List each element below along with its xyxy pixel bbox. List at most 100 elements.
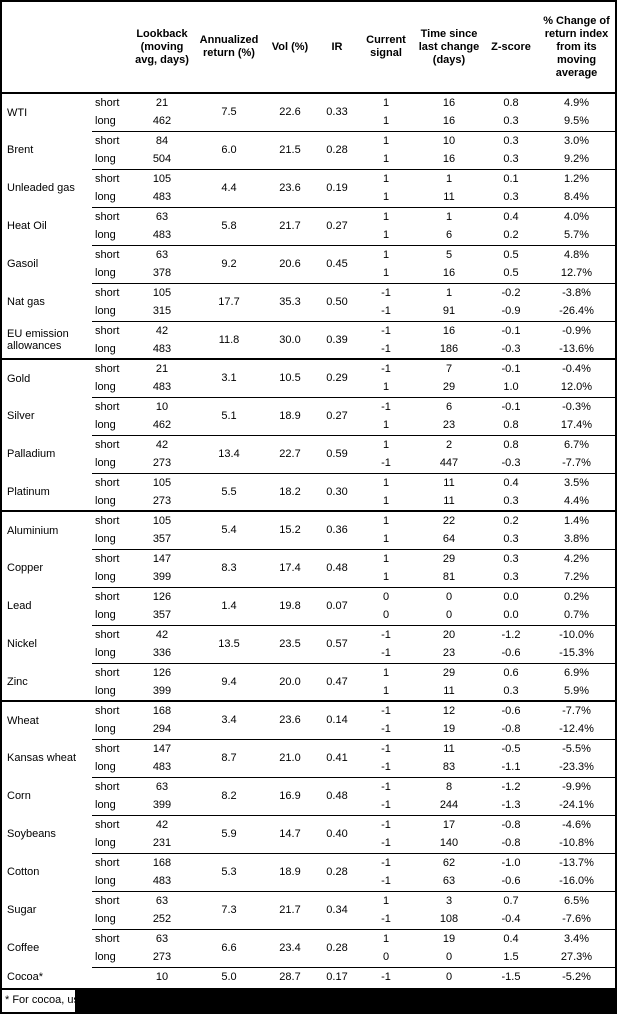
pct-change-value: 4.4%	[563, 495, 590, 507]
annualized-return-value: 5.3	[194, 852, 264, 891]
ir-value: 0.57	[316, 624, 358, 663]
pct-change-value: 0.2%	[538, 586, 615, 606]
table-row: Heat Oil short 63 5.8 21.7 0.27 1 1 0.4 4.0%	[2, 206, 615, 245]
ir-value: 0.50	[316, 282, 358, 321]
lookback-value: 315	[152, 305, 172, 318]
table-row: long 336 -1 23 -0.6 -15.3%	[2, 644, 615, 663]
time-since-change-value: 6	[445, 229, 453, 242]
commodity-name: Cocoa*	[7, 970, 44, 983]
vol-value: 21.5	[264, 130, 316, 169]
z-score-value: 0.3	[503, 533, 519, 546]
leg-label: short	[92, 168, 130, 188]
table-row: Wheat short 168 3.4 23.6 0.14 -1 12 -0.6 -7.7%	[2, 700, 615, 739]
pct-change-value: -10.0%	[538, 624, 615, 644]
commodity-name: Corn	[7, 790, 31, 802]
footnote-row: * For cocoa, uses c	[2, 988, 615, 1012]
leg-label: short	[92, 852, 130, 872]
commodity-name: Cotton	[7, 866, 40, 878]
leg-label: long	[95, 913, 116, 926]
annualized-return-value: 5.1	[194, 396, 264, 435]
time-since-change-value: 22	[414, 510, 484, 530]
time-since-change-value: 29	[442, 381, 456, 394]
pct-change-value: 3.0%	[538, 130, 615, 150]
z-score-value: -0.1	[484, 358, 538, 378]
lookback-value: 399	[152, 685, 172, 697]
ir-value: 0.28	[316, 130, 358, 169]
leg-label: short	[92, 206, 130, 226]
table-row: long 483 1 11 0.3 8.4%	[2, 188, 615, 207]
lookback-value: 63	[130, 776, 194, 796]
commodity-name: Nat gas	[7, 296, 45, 308]
lookback-value: 10	[130, 396, 194, 416]
z-score-value: -1.3	[501, 799, 521, 812]
leg-label: long	[95, 153, 116, 166]
z-score-value: -0.3	[501, 457, 521, 470]
annualized-return-value: 8.3	[194, 548, 264, 587]
ir-value: 0.40	[316, 814, 358, 853]
pct-change-value: -5.5%	[538, 738, 615, 758]
lookback-value: 504	[152, 153, 172, 166]
time-since-change-value: 11	[414, 738, 484, 758]
pct-change-value: -23.3%	[559, 761, 594, 774]
col-header-pct-change: % Change of return index from its moving…	[538, 2, 615, 94]
lookback-value: 42	[130, 624, 194, 644]
vol-value: 22.6	[279, 106, 301, 119]
pct-change-value: -16.0%	[559, 875, 594, 888]
lookback-value: 357	[152, 533, 172, 546]
commodity-name: Brent	[7, 144, 34, 156]
pct-change-value: -7.7%	[562, 457, 591, 470]
table-row: WTI short 21 7.5 22.6 0.33 1 16 0.8 4.9%	[2, 93, 615, 119]
lookback-value: 273	[152, 457, 172, 470]
leg-label: short	[92, 434, 130, 454]
commodity-name: Unleaded gas	[7, 182, 75, 194]
leg-label: short	[92, 358, 130, 378]
col-header-vol: Vol (%)	[264, 2, 316, 94]
lookback-value: 84	[130, 130, 194, 150]
annualized-return-value: 5.0	[194, 966, 264, 986]
time-since-change-value: 8	[414, 776, 484, 796]
pct-change-value: -15.3%	[559, 647, 594, 660]
table-row: long 273 0 0 1.5 27.3%	[2, 948, 615, 967]
lookback-value: 168	[130, 852, 194, 872]
time-since-change-value: 16	[442, 115, 456, 128]
leg-label	[92, 966, 130, 986]
redacted-region	[75, 990, 615, 1012]
z-score-value: 0.2	[503, 229, 519, 242]
table-row: long 357 1 64 0.3 3.8%	[2, 530, 615, 549]
vol-value: 18.9	[264, 396, 316, 435]
table-row: long 315 -1 91 -0.9 -26.4%	[2, 302, 615, 321]
z-score-value: -0.8	[484, 814, 538, 834]
time-since-change-value: 447	[439, 457, 459, 470]
pct-change-value: 5.7%	[563, 229, 590, 242]
annualized-return-value: 9.4	[194, 662, 264, 701]
leg-label: long	[95, 685, 116, 697]
current-signal-value: -1	[358, 700, 414, 720]
current-signal-value: 1	[382, 533, 390, 546]
leg-label: short	[92, 586, 130, 606]
pct-change-value: -24.1%	[559, 799, 594, 812]
time-since-change-value: 16	[442, 97, 456, 109]
table-row: Nickel short 42 13.5 23.5 0.57 -1 20 -1.2 -10.0%	[2, 624, 615, 663]
pct-change-value: -7.7%	[538, 700, 615, 720]
current-signal-value: 1	[358, 472, 414, 492]
lookback-value: 63	[130, 244, 194, 264]
current-signal-value: 1	[382, 229, 390, 242]
current-signal-value: 0	[382, 951, 390, 964]
time-since-change-value: 83	[442, 761, 456, 774]
table-row: long 504 1 16 0.3 9.2%	[2, 150, 615, 169]
z-score-value: 0.3	[484, 130, 538, 150]
time-since-change-value: 20	[414, 624, 484, 644]
time-since-change-value: 11	[443, 191, 455, 204]
pct-change-value: 7.2%	[563, 571, 590, 584]
vol-value: 20.0	[264, 662, 316, 701]
table-row: Soybeans short 42 5.9 14.7 0.40 -1 17 -0.8 -4.6%	[2, 814, 615, 853]
lookback-value: 10	[130, 966, 194, 986]
leg-label: long	[95, 115, 116, 128]
table-row: Silver short 10 5.1 18.9 0.27 -1 6 -0.1 -0.3%	[2, 396, 615, 435]
lookback-value: 105	[130, 472, 194, 492]
current-signal-value: -1	[381, 723, 391, 736]
ir-value: 0.07	[316, 586, 358, 625]
vol-value: 10.5	[264, 358, 316, 397]
vol-value: 19.8	[264, 586, 316, 625]
commodity-name: Wheat	[2, 700, 92, 739]
